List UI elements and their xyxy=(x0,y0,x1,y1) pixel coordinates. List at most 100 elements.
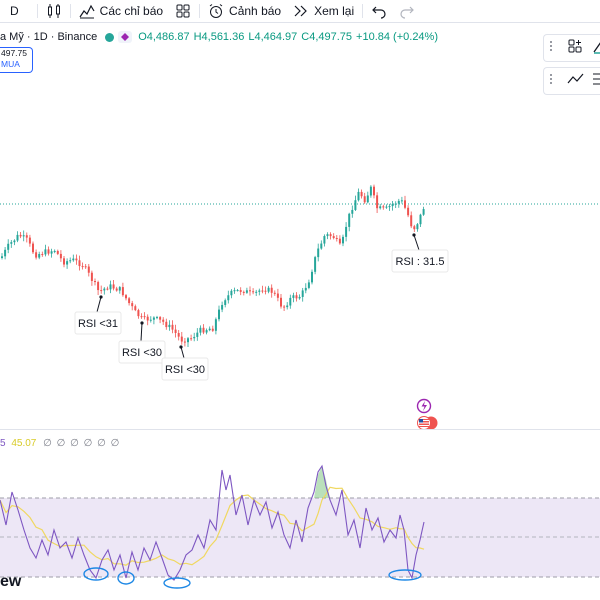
candle-body xyxy=(422,209,425,215)
candle-body xyxy=(400,200,403,202)
candle-body xyxy=(38,254,41,258)
candle-body xyxy=(218,309,220,320)
candle-body xyxy=(183,341,186,343)
candle-body xyxy=(100,290,103,292)
candle-body xyxy=(376,195,379,209)
pane-divider[interactable] xyxy=(0,429,600,430)
candle-body xyxy=(13,240,16,243)
indicators-button[interactable]: Các chỉ báo xyxy=(73,0,169,22)
candle-body xyxy=(87,266,90,273)
visibility-chip[interactable] xyxy=(118,31,133,43)
candle-body xyxy=(397,200,400,204)
candle-body xyxy=(190,338,193,340)
candle-body xyxy=(63,258,65,265)
alert-label: Cảnh báo xyxy=(229,4,282,18)
candle-body xyxy=(407,207,410,216)
add-layout-icon[interactable] xyxy=(567,38,583,59)
buy-label: MUA xyxy=(1,59,20,69)
buy-price-box[interactable]: 497.75 MUA xyxy=(0,47,33,73)
candle-body xyxy=(121,287,124,296)
candle-body xyxy=(360,191,363,197)
candle-body xyxy=(391,204,394,207)
ohlc-change: +10.84 (+0.24%) xyxy=(356,31,438,43)
highlight-circle xyxy=(83,567,109,581)
templates-icon xyxy=(175,3,191,19)
rsi-empty-values: ∅ ∅ ∅ ∅ ∅ ∅ xyxy=(43,438,121,449)
annotation-rsi-2[interactable]: RSI <30 xyxy=(118,321,166,364)
candle-body xyxy=(32,243,34,253)
candle-body xyxy=(388,206,391,208)
candle-body xyxy=(106,288,109,290)
candle-body xyxy=(118,287,121,291)
replay-button[interactable]: Xem lại xyxy=(287,0,360,22)
candle-body xyxy=(78,260,81,267)
candle-body xyxy=(382,206,385,208)
drag-handle-icon[interactable] xyxy=(549,72,553,90)
annotation-rsi-3-text: RSI <30 xyxy=(165,364,205,376)
annotation-rsi-2-text: RSI <30 xyxy=(122,347,162,359)
redo-button[interactable] xyxy=(393,0,421,22)
highlight-circle xyxy=(117,571,135,585)
candles-icon xyxy=(46,3,62,19)
toolbar-divider xyxy=(199,4,201,18)
highlight-circle xyxy=(388,569,422,581)
candle-body xyxy=(354,200,357,210)
candle-body xyxy=(211,328,214,331)
list-icon[interactable] xyxy=(593,72,600,90)
rsi-chart[interactable] xyxy=(0,430,600,600)
candle-body xyxy=(202,327,205,333)
candle-body xyxy=(59,253,62,259)
candle-body xyxy=(366,195,369,203)
buy-price: 497.75 xyxy=(1,48,27,58)
annotation-rsi-1-text: RSI <31 xyxy=(78,318,118,330)
dividend-event-marker[interactable] xyxy=(416,398,432,414)
undo-button[interactable] xyxy=(365,0,393,22)
alert-button[interactable]: Cảnh báo xyxy=(202,0,287,22)
candle-body xyxy=(140,316,143,318)
market-status-dot xyxy=(105,32,115,42)
drawing-panel xyxy=(543,67,600,95)
annotation-rsi-3[interactable]: RSI <30 xyxy=(161,345,209,381)
layout-panel xyxy=(543,34,600,62)
trend-line-icon[interactable] xyxy=(567,72,585,91)
top-toolbar: D Các chỉ báo Cảnh báo Xem lại xyxy=(0,0,600,23)
economic-event-marker[interactable] xyxy=(417,416,438,430)
rsi-legend: 5 45.07 ∅ ∅ ∅ ∅ ∅ ∅ xyxy=(0,438,120,449)
candle-body xyxy=(323,236,326,244)
candle-body xyxy=(301,290,304,297)
candle-body xyxy=(329,234,332,237)
candle-body xyxy=(177,333,180,337)
candle-body xyxy=(146,316,149,321)
toolbar-divider xyxy=(69,4,71,18)
candle-body xyxy=(314,257,317,272)
candle-body xyxy=(56,250,59,254)
candle-body xyxy=(174,329,177,334)
candle-body xyxy=(66,261,69,265)
candle-body xyxy=(283,306,286,308)
candle-body xyxy=(131,303,134,307)
rsi-line xyxy=(0,464,425,581)
interval-button[interactable]: D xyxy=(0,0,25,22)
price-chart[interactable]: RSI <31 RSI <30 RSI <30 RSI : 31.5 xyxy=(0,0,600,430)
candle-body xyxy=(258,290,261,292)
candle-body xyxy=(115,288,118,291)
candle-body xyxy=(410,215,413,227)
rsi-overbought-fill xyxy=(314,466,330,498)
replay-label: Xem lại xyxy=(314,4,355,18)
candle-body xyxy=(137,310,140,317)
indicators-icon xyxy=(79,3,95,19)
drag-handle-icon[interactable] xyxy=(549,39,553,57)
interval-label: D xyxy=(10,4,19,18)
chart-type-button[interactable] xyxy=(40,0,68,22)
templates-button[interactable] xyxy=(169,0,197,22)
candle-body xyxy=(363,196,366,203)
redo-icon xyxy=(399,3,415,19)
candle-body xyxy=(50,251,53,254)
annotation-rsi-4[interactable]: RSI : 31.5 xyxy=(391,233,449,273)
symbol-label[interactable]: a Mỹ · 1D · Binance xyxy=(0,31,98,43)
candle-body xyxy=(128,298,131,304)
candle-body xyxy=(307,282,310,288)
candle-body xyxy=(19,234,22,237)
annotation-rsi-1[interactable]: RSI <31 xyxy=(74,295,122,335)
rsi-ma-line xyxy=(0,486,425,566)
